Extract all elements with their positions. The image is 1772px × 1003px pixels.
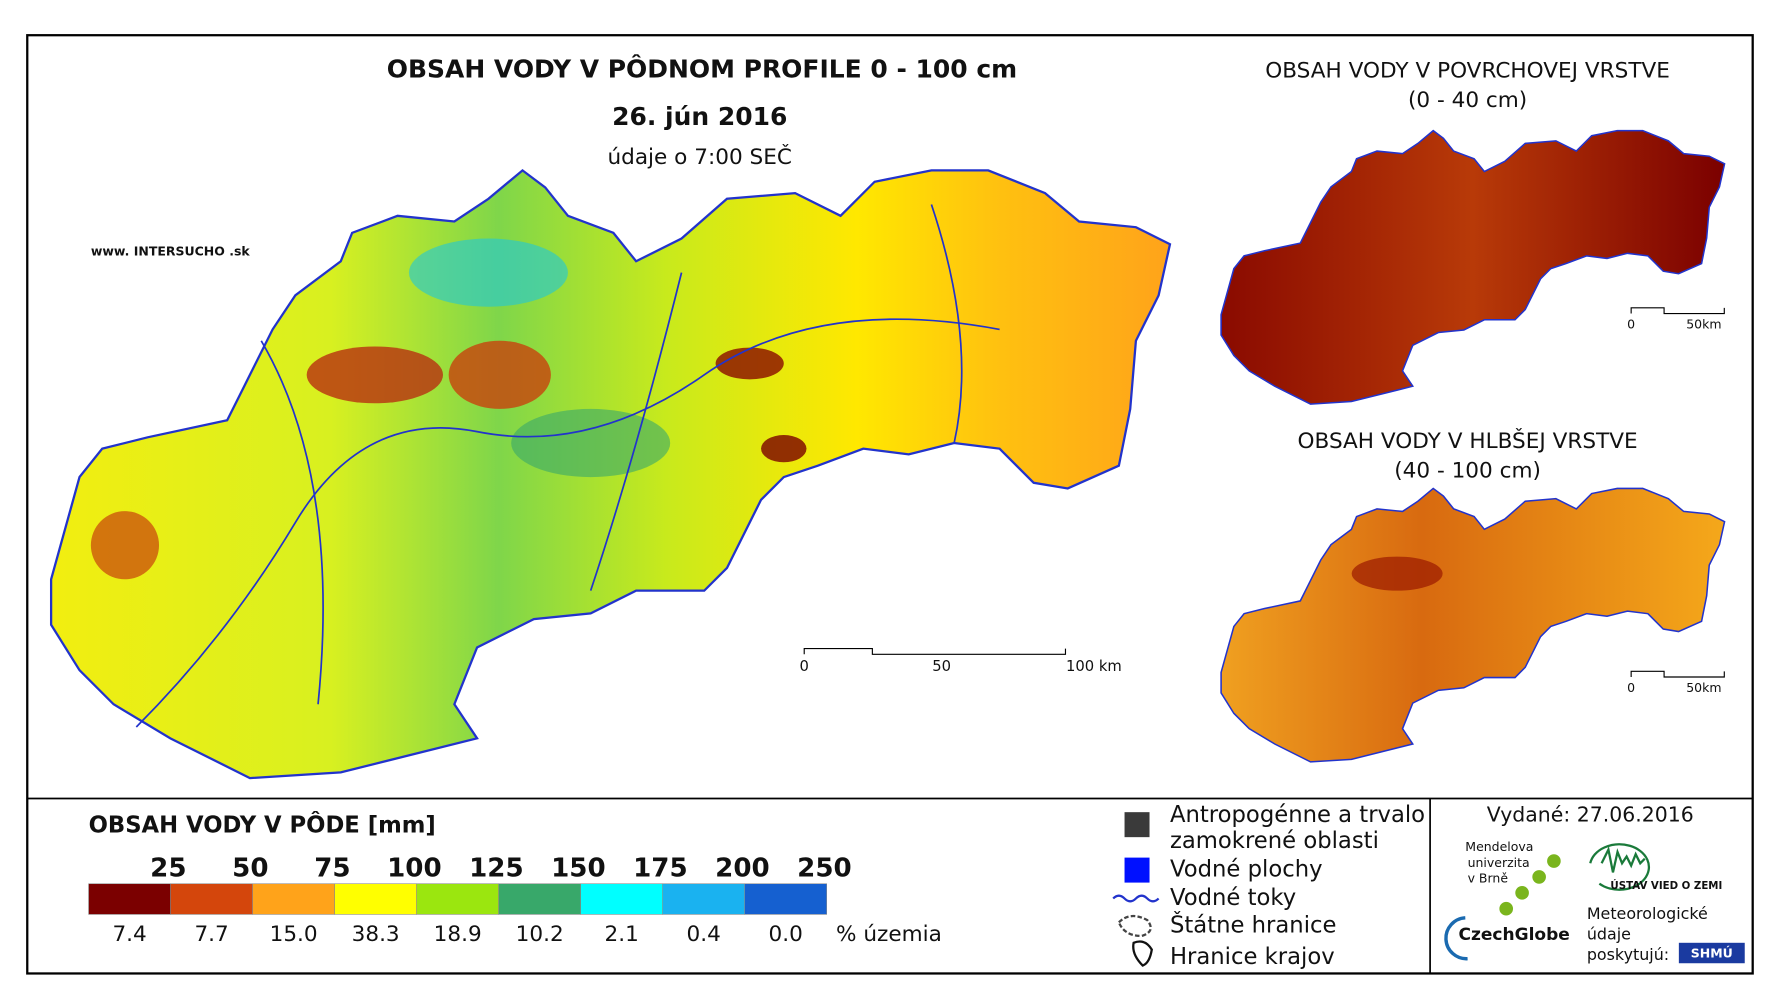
symbol-label: Štátne hranice bbox=[1170, 910, 1336, 938]
legend-threshold: 125 bbox=[469, 853, 524, 883]
credit: CzechGlobe bbox=[1458, 925, 1569, 945]
legend-threshold: 200 bbox=[715, 853, 770, 883]
issued: Vydané: 27.06.2016 bbox=[1487, 803, 1694, 827]
date: 26. jún 2016 bbox=[612, 102, 787, 131]
legend-threshold: 175 bbox=[633, 853, 688, 883]
legend-swatch bbox=[88, 883, 171, 915]
legend-share: 15.0 bbox=[270, 922, 318, 947]
inset-title: OBSAH VODY V POVRCHOVEJ VRSTVE bbox=[1265, 59, 1670, 84]
legend-share: 7.7 bbox=[194, 922, 228, 947]
legend-share: 10.2 bbox=[516, 922, 564, 947]
legend-title: OBSAH VODY V PÔDE [mm] bbox=[89, 810, 436, 838]
scale-bar bbox=[803, 648, 1067, 655]
share-unit: % územia bbox=[836, 922, 942, 947]
symbol-label: Antropogénne a trvalo bbox=[1170, 802, 1425, 828]
legend-swatch bbox=[252, 883, 335, 915]
scale-label: 100 km bbox=[1066, 658, 1122, 675]
scale-label: 50km bbox=[1686, 316, 1721, 331]
legend-threshold: 100 bbox=[387, 853, 442, 883]
legend-swatch bbox=[416, 883, 499, 915]
legend-share: 18.9 bbox=[434, 922, 482, 947]
legend-swatch bbox=[498, 883, 581, 915]
credit: ÚSTAV VIED O ZEMI bbox=[1610, 879, 1722, 892]
legend-swatch bbox=[744, 883, 827, 915]
scale-label: 0 bbox=[1627, 316, 1635, 331]
credit: poskytujú: bbox=[1587, 945, 1669, 964]
credit: Mendelova bbox=[1465, 839, 1533, 854]
scale-label: 0 bbox=[1627, 680, 1635, 695]
legend-swatch bbox=[334, 883, 417, 915]
legend-threshold: 250 bbox=[797, 853, 852, 883]
credit: v Brně bbox=[1468, 871, 1509, 886]
symbol-label: Vodné plochy bbox=[1170, 857, 1323, 883]
legend-share: 38.3 bbox=[352, 922, 400, 947]
legend-threshold: 25 bbox=[150, 853, 186, 883]
mendel-dots bbox=[1499, 854, 1561, 916]
inset-bottom-map bbox=[1220, 487, 1726, 763]
legend-share: 7.4 bbox=[112, 922, 146, 947]
legend-share: 0.4 bbox=[687, 922, 721, 947]
time-note: údaje o 7:00 SEČ bbox=[607, 144, 792, 170]
legend-swatch bbox=[662, 883, 745, 915]
legend-threshold: 50 bbox=[232, 853, 268, 883]
credit: Meteorologické bbox=[1587, 904, 1708, 923]
inset-subtitle: (40 - 100 cm) bbox=[1394, 458, 1541, 483]
scale-bar bbox=[1630, 670, 1725, 678]
inset-title: OBSAH VODY V HLBŠEJ VRSTVE bbox=[1298, 428, 1638, 454]
main-map bbox=[49, 169, 1172, 780]
credit: údaje bbox=[1587, 924, 1631, 943]
shmu-logo bbox=[1678, 942, 1745, 964]
legend-share: 2.1 bbox=[605, 922, 639, 947]
symbol-label: zamokrené oblasti bbox=[1170, 828, 1379, 854]
scale-label: 50km bbox=[1686, 680, 1721, 695]
symbol-label: Vodné toky bbox=[1170, 885, 1296, 911]
legend: 7.4 7.7 15.0 38.3 18.9 10.2 2.1 0.4 0.0 25 50 75 100… bbox=[88, 853, 852, 947]
legend-threshold: 75 bbox=[314, 853, 350, 883]
symbol-label: Hranice krajov bbox=[1170, 944, 1335, 970]
title: OBSAH VODY V PÔDNOM PROFILE 0 - 100 cm bbox=[387, 53, 1017, 83]
symbols bbox=[1112, 812, 1160, 967]
czechglobe-logo bbox=[1444, 916, 1468, 961]
legend-share: 0.0 bbox=[769, 922, 803, 947]
website: www. INTERSUCHO .sk bbox=[91, 244, 251, 259]
legend-swatch bbox=[170, 883, 253, 915]
scale-label: 0 bbox=[800, 658, 809, 675]
legend-threshold: 150 bbox=[551, 853, 606, 883]
scale-bar bbox=[1630, 307, 1725, 315]
legend-swatch bbox=[580, 883, 663, 915]
scale-label: 50 bbox=[932, 658, 951, 675]
ustav-logo bbox=[1589, 843, 1651, 891]
inset-subtitle: (0 - 40 cm) bbox=[1408, 88, 1527, 113]
credit: univerzita bbox=[1468, 855, 1530, 870]
credit: SHMÚ bbox=[1691, 946, 1733, 961]
